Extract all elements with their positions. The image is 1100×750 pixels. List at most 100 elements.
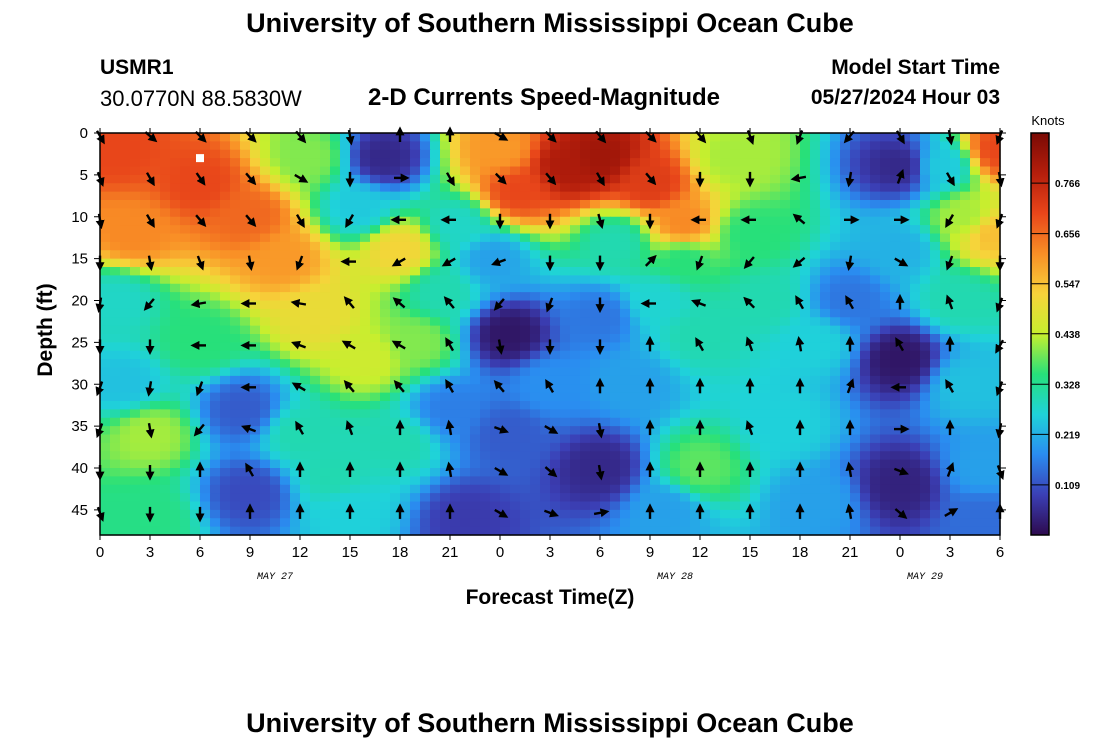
heatmap-cell (850, 384, 861, 394)
heatmap-cell (860, 493, 871, 503)
heatmap-cell (780, 417, 791, 427)
heatmap-cell (180, 300, 191, 310)
heatmap-cell (380, 426, 391, 436)
heatmap-cell (610, 501, 621, 511)
heatmap-cell (740, 451, 751, 461)
heatmap-cell (260, 200, 271, 209)
heatmap-cell (700, 233, 711, 243)
heatmap-cell (320, 484, 331, 494)
heatmap-cell (410, 292, 421, 302)
heatmap-cell (860, 308, 871, 318)
heatmap-cell (260, 292, 271, 302)
heatmap-cell (710, 476, 721, 486)
heatmap-cell (260, 208, 271, 218)
heatmap-cell (930, 174, 941, 184)
heatmap-cell (330, 434, 341, 444)
heatmap-cell (550, 417, 561, 427)
current-arrow (544, 425, 559, 434)
heatmap-cell (350, 451, 361, 461)
heatmap-cell (910, 174, 921, 184)
heatmap-cell (660, 468, 671, 477)
heatmap-cell (230, 518, 241, 528)
heatmap-cell (180, 200, 191, 209)
heatmap-cell (400, 250, 411, 260)
heatmap-cell (640, 484, 651, 494)
heatmap-cell (150, 476, 161, 486)
heatmap-cell (990, 158, 1001, 168)
heatmap-cell (570, 451, 581, 461)
heatmap-cell (140, 484, 151, 494)
heatmap-cell (640, 367, 651, 377)
heatmap-cell (630, 267, 641, 276)
heatmap-cell (750, 350, 761, 360)
footer-title: University of Southern Mississippi Ocean… (246, 708, 854, 738)
heatmap-cell (590, 300, 601, 310)
heatmap-cell (600, 392, 611, 402)
heatmap-cell (700, 174, 711, 184)
heatmap-cell (300, 283, 311, 293)
heatmap-cell (640, 183, 651, 193)
heatmap-cell (650, 417, 661, 427)
heatmap-cell (750, 141, 761, 151)
heatmap-cell (780, 200, 791, 209)
heatmap-cell (490, 451, 501, 461)
heatmap-cell (510, 442, 521, 452)
heatmap-cell (310, 166, 321, 176)
heatmap-cell (430, 292, 441, 302)
heatmap-cell (840, 200, 851, 209)
heatmap-cell (860, 233, 871, 243)
heatmap-cell (520, 158, 531, 168)
heatmap-cell (120, 401, 131, 410)
heatmap-cell (330, 476, 341, 486)
heatmap-cell (890, 468, 901, 477)
heatmap-cell (310, 225, 321, 235)
heatmap-cell (100, 526, 111, 536)
heatmap-cell (830, 292, 841, 302)
heatmap-cell (230, 241, 241, 251)
heatmap-cell (100, 367, 111, 377)
heatmap-cell (530, 518, 541, 528)
heatmap-cell (320, 250, 331, 260)
heatmap-cell (120, 183, 131, 193)
current-arrow (494, 131, 509, 141)
heatmap-cell (940, 174, 951, 184)
heatmap-cell (980, 158, 991, 168)
heatmap-cell (810, 216, 821, 226)
heatmap-cell (140, 476, 151, 486)
heatmap-cell (620, 509, 631, 519)
heatmap-cell (270, 258, 281, 268)
heatmap-cell (420, 158, 431, 168)
heatmap-cell (300, 484, 311, 494)
heatmap-cell (800, 484, 811, 494)
heatmap-cell (570, 141, 581, 151)
heatmap-cell (570, 401, 581, 410)
heatmap-cell (230, 166, 241, 176)
heatmap-cell (140, 200, 151, 209)
heatmap-cell (380, 401, 391, 410)
heatmap-cell (990, 258, 1001, 268)
heatmap-cell (860, 241, 871, 251)
heatmap-cell (400, 166, 411, 176)
heatmap-cell (360, 258, 371, 268)
heatmap-cell (430, 200, 441, 209)
heatmap-cell (420, 250, 431, 260)
heatmap-cell (100, 183, 111, 193)
heatmap-cell (120, 451, 131, 461)
heatmap-cell (160, 149, 171, 159)
heatmap-cell (590, 392, 601, 402)
heatmap-cell (140, 225, 151, 235)
heatmap-cell (480, 451, 491, 461)
heatmap-cell (850, 442, 861, 452)
heatmap-cell (570, 317, 581, 327)
heatmap-cell (280, 350, 291, 360)
heatmap-cell (450, 317, 461, 327)
heatmap-cell (640, 468, 651, 477)
heatmap-cell (470, 158, 481, 168)
heatmap-cell (700, 434, 711, 444)
heatmap-cell (290, 267, 301, 276)
heatmap-cell (220, 216, 231, 226)
heatmap-cell (570, 526, 581, 536)
current-arrow (190, 299, 207, 309)
heatmap-cell (710, 241, 721, 251)
heatmap-cell (330, 392, 341, 402)
